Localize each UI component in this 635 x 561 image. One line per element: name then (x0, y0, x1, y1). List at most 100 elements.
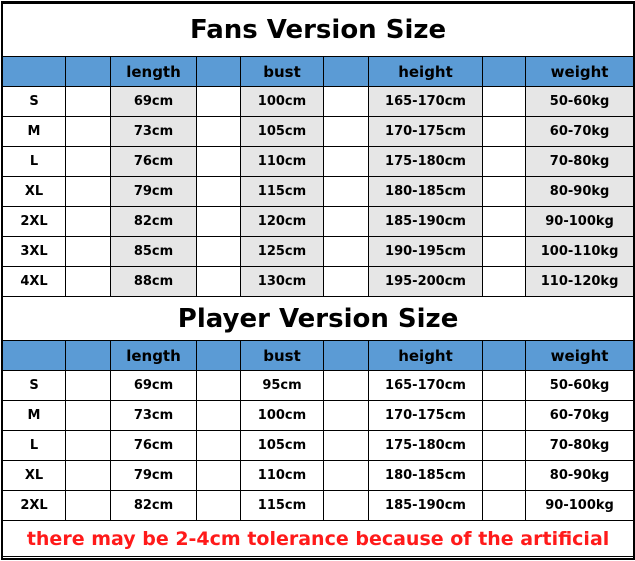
column-header (482, 340, 526, 371)
spacer-cell (482, 400, 526, 431)
spacer-cell (196, 430, 241, 461)
spacer-cell (65, 460, 111, 491)
table-row: S 69cm 100cm 165-170cm 50-60kg (2, 86, 635, 117)
value-cell: 180-185cm (368, 460, 483, 491)
spacer-cell (482, 206, 526, 237)
spacer-cell (196, 400, 241, 431)
spacer-cell (65, 370, 111, 401)
spacer-cell (196, 236, 241, 267)
spacer-cell (65, 176, 111, 207)
table-row: 2XL 82cm 115cm 185-190cm 90-100kg (2, 490, 635, 521)
value-cell: 175-180cm (368, 430, 483, 461)
spacer-cell (65, 400, 111, 431)
spacer-cell (323, 206, 369, 237)
table-row: L 76cm 110cm 175-180cm 70-80kg (2, 146, 635, 177)
spacer-cell (482, 146, 526, 177)
column-header: height (368, 56, 483, 87)
spacer-cell (482, 460, 526, 491)
value-cell: 60-70kg (524, 116, 635, 147)
size-cell: XL (2, 176, 66, 207)
size-cell: S (2, 86, 66, 117)
value-cell: 170-175cm (368, 400, 483, 431)
column-header (65, 56, 111, 87)
value-cell: 115cm (240, 176, 324, 207)
spacer-cell (65, 86, 111, 117)
spacer-cell (196, 86, 241, 117)
size-cell: 2XL (2, 490, 66, 521)
value-cell: 110cm (240, 460, 324, 491)
column-header (196, 56, 241, 87)
value-cell: 80-90kg (524, 460, 635, 491)
value-cell: 88cm (110, 266, 197, 297)
player-title: Player Version Size (2, 296, 634, 341)
spacer-cell (482, 370, 526, 401)
spacer-cell (323, 176, 369, 207)
value-cell: 165-170cm (368, 86, 483, 117)
column-header (2, 56, 66, 87)
value-cell: 100cm (240, 86, 324, 117)
spacer-cell (482, 86, 526, 117)
value-cell: 69cm (110, 86, 197, 117)
spacer-cell (65, 236, 111, 267)
spacer-cell (323, 490, 369, 521)
column-header: height (368, 340, 483, 371)
column-header: weight (524, 56, 635, 87)
value-cell: 185-190cm (368, 490, 483, 521)
size-table: Fans Version Size length bust height weight S… (1, 3, 635, 557)
size-cell: XL (2, 460, 66, 491)
table-row: M 73cm 100cm 170-175cm 60-70kg (2, 400, 635, 431)
player-header-row: length bust height weight (2, 340, 635, 371)
spacer-cell (196, 266, 241, 297)
spacer-cell (323, 400, 369, 431)
value-cell: 79cm (110, 460, 197, 491)
spacer-cell (196, 206, 241, 237)
spacer-cell (482, 490, 526, 521)
spacer-cell (323, 236, 369, 267)
fans-title-row: Fans Version Size (2, 3, 634, 57)
value-cell: 125cm (240, 236, 324, 267)
spacer-cell (65, 266, 111, 297)
table-row: S 69cm 95cm 165-170cm 50-60kg (2, 370, 635, 401)
value-cell: 79cm (110, 176, 197, 207)
column-header: length (110, 340, 197, 371)
table-row: 3XL 85cm 125cm 190-195cm 100-110kg (2, 236, 635, 267)
spacer-cell (196, 370, 241, 401)
table-row: M 73cm 105cm 170-175cm 60-70kg (2, 116, 635, 147)
value-cell: 60-70kg (524, 400, 635, 431)
size-cell: 4XL (2, 266, 66, 297)
spacer-cell (482, 176, 526, 207)
spacer-cell (196, 116, 241, 147)
spacer-cell (323, 430, 369, 461)
value-cell: 120cm (240, 206, 324, 237)
value-cell: 115cm (240, 490, 324, 521)
size-cell: S (2, 370, 66, 401)
table-row: XL 79cm 110cm 180-185cm 80-90kg (2, 460, 635, 491)
spacer-cell (482, 116, 526, 147)
value-cell: 105cm (240, 430, 324, 461)
value-cell: 165-170cm (368, 370, 483, 401)
spacer-cell (482, 430, 526, 461)
spacer-cell (196, 490, 241, 521)
column-header (482, 56, 526, 87)
size-cell: 3XL (2, 236, 66, 267)
value-cell: 185-190cm (368, 206, 483, 237)
spacer-cell (65, 430, 111, 461)
size-cell: L (2, 430, 66, 461)
value-cell: 110cm (240, 146, 324, 177)
spacer-cell (323, 266, 369, 297)
column-header (323, 340, 369, 371)
column-header: length (110, 56, 197, 87)
column-header: weight (524, 340, 635, 371)
column-header: bust (240, 340, 324, 371)
value-cell: 50-60kg (524, 86, 635, 117)
column-header: bust (240, 56, 324, 87)
fans-title: Fans Version Size (2, 3, 634, 57)
spacer-cell (196, 460, 241, 491)
value-cell: 82cm (110, 490, 197, 521)
table-row: L 76cm 105cm 175-180cm 70-80kg (2, 430, 635, 461)
value-cell: 90-100kg (524, 490, 635, 521)
column-header (2, 340, 66, 371)
value-cell: 73cm (110, 400, 197, 431)
size-cell: L (2, 146, 66, 177)
table-row: 2XL 82cm 120cm 185-190cm 90-100kg (2, 206, 635, 237)
